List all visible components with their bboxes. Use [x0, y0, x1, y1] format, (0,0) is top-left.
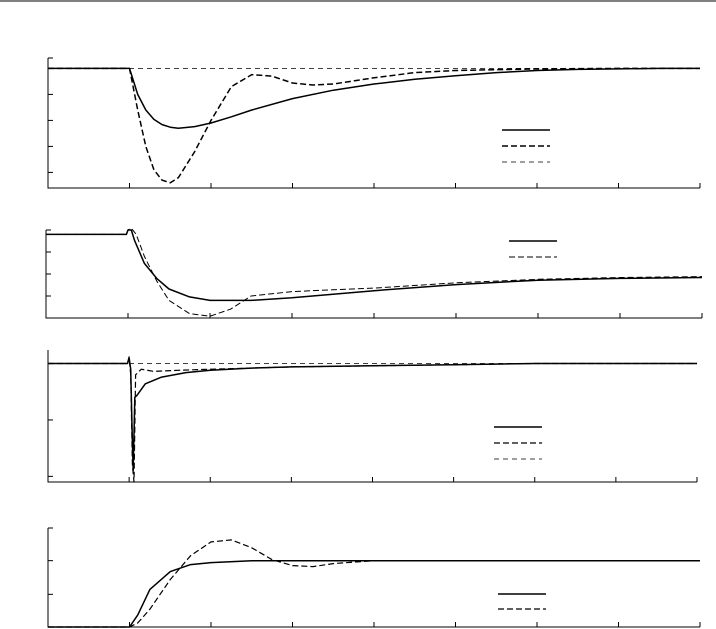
series-line-1 — [46, 229, 703, 302]
series-line-1 — [48, 357, 697, 472]
legend — [494, 426, 542, 460]
panel-2 — [45, 227, 703, 319]
series-line-1 — [48, 67, 700, 129]
axes-frame — [47, 528, 700, 628]
panel-1 — [47, 57, 701, 189]
axes-frame — [45, 230, 702, 319]
legend — [498, 593, 546, 610]
axes-frame — [47, 350, 697, 483]
series-line-1 — [48, 559, 700, 628]
series-line-2 — [46, 227, 703, 317]
series-line-2 — [48, 539, 700, 628]
series-line-2 — [48, 67, 700, 184]
legend — [509, 240, 557, 258]
series-line-2 — [48, 356, 697, 483]
panel-4 — [47, 527, 701, 628]
panel-3 — [47, 350, 698, 483]
legend — [502, 129, 550, 163]
